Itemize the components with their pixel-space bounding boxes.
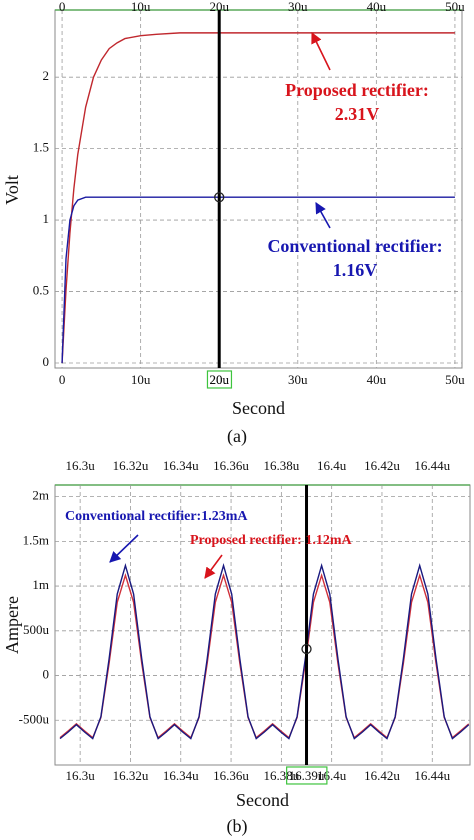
y-tick-label: 0 — [43, 667, 50, 682]
cursor-label: 20u — [209, 372, 229, 387]
x-tick-label: 16.42u — [364, 768, 400, 783]
annotation-arrow — [311, 31, 331, 71]
cursor-marker — [214, 192, 225, 203]
caption: (b) — [227, 816, 248, 837]
series-line — [61, 32, 455, 364]
x-axis-label: Second — [236, 790, 289, 810]
x-tick-label: 16.4u — [317, 768, 347, 783]
x-tick-label: 10u — [131, 372, 151, 387]
y-tick-label: 1m — [32, 577, 49, 592]
x-tick-label: 0 — [59, 372, 66, 387]
y-tick-label: 1 — [43, 211, 50, 226]
y-tick-label: 0 — [43, 354, 50, 369]
y-tick-label: 0.5 — [33, 283, 49, 298]
x-tick-label: 16.44u — [414, 768, 450, 783]
x-top-tick-label: 16.44u — [414, 458, 450, 473]
x-tick-label: 20u — [209, 372, 229, 387]
x-tick-label: 50u — [445, 372, 465, 387]
cursor-label-box — [206, 370, 233, 389]
series-line — [59, 562, 470, 740]
x-top-tick-label: 16.34u — [163, 458, 199, 473]
y-axis-label: Ampere — [2, 596, 22, 654]
y-tick-label: -500u — [19, 711, 50, 726]
annotation-arrow — [315, 202, 331, 229]
x-top-tick-label: 16.38u — [263, 458, 299, 473]
y-tick-label: 2m — [32, 488, 49, 503]
series-line — [61, 196, 455, 364]
annotation: Conventional rectifier:1.23mA — [65, 509, 248, 524]
annotation: 2.31V — [335, 104, 380, 124]
x-top-tick-label: 16.32u — [113, 458, 149, 473]
x-tick-label: 16.38u — [263, 768, 299, 783]
x-top-tick-label: 20u — [209, 0, 229, 14]
x-tick-label: 30u — [288, 372, 308, 387]
x-top-tick-label: 16.4u — [317, 458, 347, 473]
x-tick-label: 40u — [367, 372, 387, 387]
y-tick-label: 1.5 — [33, 140, 49, 155]
annotation-arrow — [204, 554, 223, 579]
x-top-tick-label: 16.3u — [66, 458, 96, 473]
x-tick-label: 16.34u — [163, 768, 199, 783]
y-tick-label: 1.5m — [23, 532, 49, 547]
cursor-marker — [301, 643, 312, 655]
annotation: Proposed rectifier: — [285, 80, 429, 100]
x-top-tick-label: 16.42u — [364, 458, 400, 473]
cursor-label-box — [286, 766, 328, 785]
x-top-tick-label: 10u — [131, 0, 151, 14]
x-tick-label: 16.32u — [113, 768, 149, 783]
x-axis-label: Second — [232, 398, 285, 418]
y-axis-label: Volt — [2, 175, 22, 205]
caption: (a) — [227, 426, 247, 447]
plot-frame — [54, 484, 471, 766]
x-top-tick-label: 40u — [367, 0, 387, 14]
x-top-tick-label: 16.36u — [213, 458, 249, 473]
y-tick-label: 500u — [23, 622, 50, 637]
y-tick-label: 2 — [43, 68, 50, 83]
plot-frame — [54, 9, 463, 369]
annotation: Proposed rectifier: 1.12mA — [190, 533, 352, 548]
annotation-arrow — [109, 534, 139, 563]
x-top-tick-label: 0 — [59, 0, 66, 14]
x-tick-label: 16.36u — [213, 768, 249, 783]
x-top-tick-label: 50u — [445, 0, 465, 14]
annotation: 1.16V — [333, 260, 378, 280]
annotation: Conventional rectifier: — [267, 236, 442, 256]
cursor-label: 16.39u — [289, 768, 325, 783]
x-top-tick-label: 30u — [288, 0, 308, 14]
x-tick-label: 16.3u — [66, 768, 96, 783]
